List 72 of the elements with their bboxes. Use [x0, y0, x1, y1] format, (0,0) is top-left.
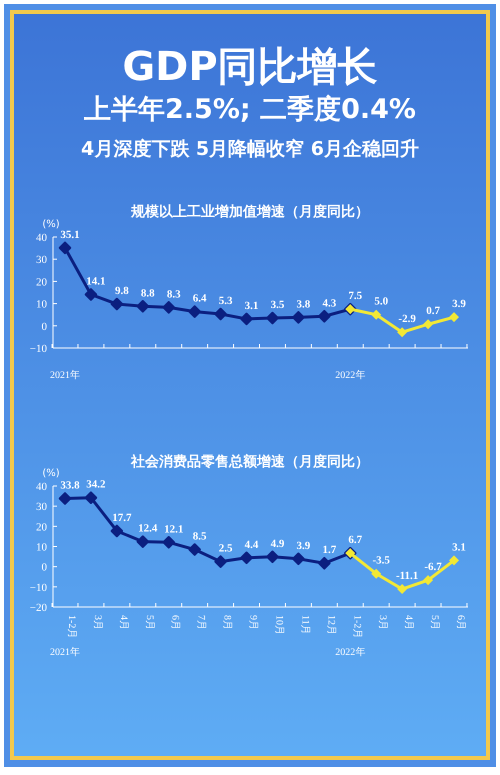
text: 2022年	[335, 369, 366, 381]
data-label: 12.4	[138, 522, 158, 535]
text: 4月深度下跌 5月降幅收窄 6月企稳回升	[81, 138, 419, 160]
data-label: 34.2	[86, 478, 106, 491]
x-tick-label: 5月	[144, 615, 155, 630]
data-label: 14.1	[86, 276, 106, 288]
chart-title: 社会消费品零售总额增速（月度同比）	[130, 453, 369, 470]
data-label: 5.0	[374, 296, 389, 308]
y-tick-label: −20	[30, 602, 48, 614]
y-tick-label: −10	[30, 582, 48, 594]
text: 2021年	[50, 646, 80, 658]
data-label: 1.7	[322, 544, 337, 556]
x-tick-label: 11月	[299, 615, 310, 635]
text: GDP同比增长	[122, 44, 378, 90]
data-label: 7.5	[348, 290, 363, 302]
x-tick-label: 5月	[429, 615, 440, 630]
data-label: 8.3	[166, 288, 182, 300]
data-label: 35.1	[60, 228, 80, 241]
data-label: 12.1	[164, 523, 184, 536]
x-tick-label: 10月	[273, 615, 284, 635]
x-tick-label: 6月	[170, 615, 181, 630]
text: 上半年2.5%; 二季度0.4%	[83, 94, 416, 125]
data-label: 8.8	[140, 287, 156, 300]
text: 2021年	[50, 369, 80, 381]
data-label: 3.8	[296, 298, 311, 310]
data-label: 6.4	[192, 292, 208, 305]
data-label: -11.1	[396, 570, 418, 582]
x-tick-label: 6月	[455, 615, 466, 630]
data-label: 17.7	[112, 512, 132, 524]
y-tick-label: 40	[36, 232, 48, 244]
y-axis-title: (%)	[42, 219, 60, 230]
chart-title: 规模以上工业增加值增速（月度同比）	[130, 203, 369, 220]
x-tick-label: 9月	[248, 615, 259, 630]
data-label: -3.5	[372, 554, 390, 567]
data-label: 9.8	[114, 285, 130, 298]
x-tick-label: 4月	[118, 615, 129, 630]
x-tick-label: 3月	[377, 615, 388, 630]
data-label: -2.9	[398, 313, 416, 326]
data-label: 0.7	[426, 305, 440, 318]
text: 2022年	[335, 646, 366, 658]
data-label: -6.7	[424, 561, 442, 574]
data-label: 3.9	[452, 298, 466, 310]
data-label: 2.5	[218, 542, 233, 555]
x-tick-label: 3月	[92, 615, 103, 630]
data-label: 3.1	[452, 541, 466, 554]
data-label: 8.5	[192, 530, 208, 543]
y-tick-label: 0	[42, 562, 48, 574]
data-label: 4.3	[322, 297, 337, 310]
data-label: 3.5	[270, 299, 285, 312]
x-tick-label: 1-2月	[66, 615, 77, 638]
data-label: 4.9	[270, 538, 285, 550]
y-tick-label: 10	[36, 542, 48, 554]
x-tick-label: 4月	[403, 615, 414, 630]
data-label: 3.1	[244, 300, 258, 312]
y-tick-label: 20	[36, 276, 48, 288]
y-tick-label: 40	[36, 481, 48, 493]
y-tick-label: 10	[36, 298, 48, 311]
data-label: 3.9	[296, 540, 311, 552]
data-label: 33.8	[60, 480, 80, 492]
data-label: 5.3	[218, 295, 233, 308]
y-tick-label: 0	[42, 320, 48, 333]
x-tick-label: 12月	[325, 615, 336, 635]
y-tick-label: 20	[36, 521, 48, 534]
y-tick-label: −10	[30, 343, 48, 355]
y-axis-title: (%)	[42, 468, 60, 479]
x-tick-label: 8月	[222, 615, 233, 630]
y-tick-label: 30	[36, 254, 48, 266]
data-label: 6.7	[348, 534, 363, 546]
data-label: 4.4	[244, 538, 259, 551]
x-tick-label: 1-2月	[351, 615, 362, 638]
y-tick-label: 30	[36, 501, 48, 514]
x-tick-label: 7月	[196, 615, 207, 630]
